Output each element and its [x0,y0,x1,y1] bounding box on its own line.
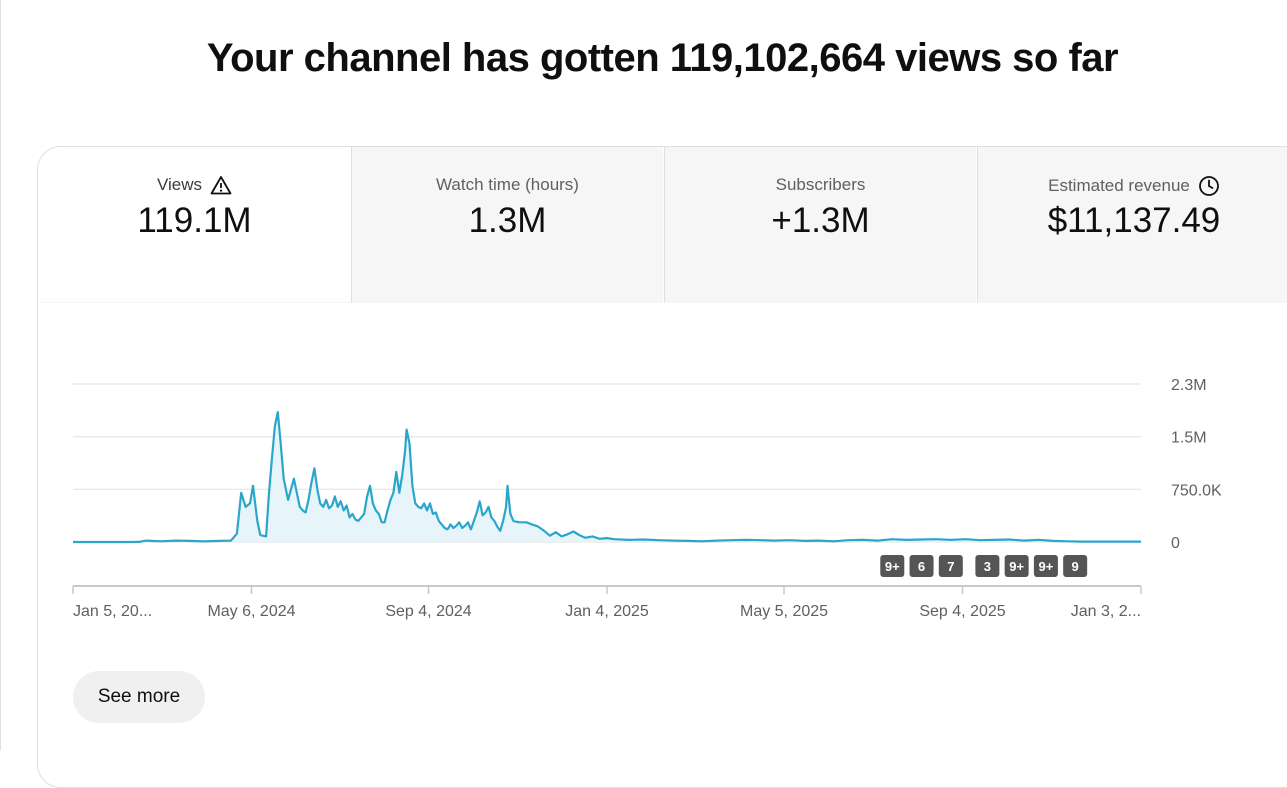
tab-views-value: 119.1M [137,201,252,240]
annotation-badge-label: 6 [918,559,925,574]
tab-watch-time[interactable]: Watch time (hours) 1.3M [351,147,663,303]
tab-watch-time-label: Watch time (hours) [436,175,579,194]
tab-subscribers-label: Subscribers [775,175,866,194]
annotation-badge-bg [1063,555,1088,577]
tab-estimated-revenue[interactable]: Estimated revenue $11,137.49 [977,147,1287,303]
annotation-badge[interactable]: 3 [975,555,1000,577]
views-area [73,412,1141,542]
x-tick-label: Jan 3, 2... [1071,603,1141,620]
annotation-badge-bg [909,555,934,577]
clock-icon[interactable] [1198,175,1220,197]
annotation-badge[interactable]: 9 [1063,555,1088,577]
y-tick-label: 2.3M [1171,377,1207,394]
tab-revenue-value: $11,137.49 [1047,201,1221,240]
x-tick-label: Jan 5, 20... [73,603,152,620]
annotation-badge[interactable]: 9+ [880,555,905,577]
page-left-edge [0,0,1,750]
views-chart: 2.3M 1.5M 750.0K 0 Jan 5, 20... May 6, 2024 Se… [72,377,1222,620]
see-more-button[interactable]: See more [73,671,205,723]
x-tick-label: Sep 4, 2024 [385,603,471,620]
annotation-badge[interactable]: 7 [938,555,963,577]
warning-icon[interactable] [210,175,232,195]
annotation-badge-bg [1004,555,1029,577]
metric-tabs: Views 119.1M Watch time (hours) 1.3M Sub… [38,147,1287,303]
page-title: Your channel has gotten 119,102,664 view… [206,36,1119,80]
tab-views[interactable]: Views 119.1M [38,147,351,303]
annotation-badge-label: 7 [947,559,954,574]
x-tick-label: Sep 4, 2025 [919,603,1005,620]
annotation-badge[interactable]: 9+ [1004,555,1029,577]
annotation-badge-label: 9+ [1038,559,1053,574]
annotation-badge[interactable]: 6 [909,555,934,577]
annotation-badge[interactable]: 9+ [1033,555,1058,577]
annotation-badge-label: 9+ [885,559,900,574]
tab-subscribers[interactable]: Subscribers +1.3M [664,147,976,303]
tab-subscribers-value: +1.3M [771,201,870,240]
tab-revenue-label: Estimated revenue [1048,176,1190,195]
annotation-badge-label: 9+ [1009,559,1024,574]
annotation-badge-bg [880,555,905,577]
tab-views-label: Views [156,175,203,194]
y-tick-label: 750.0K [1171,482,1222,499]
y-tick-label: 0 [1171,535,1180,552]
annotation-badge-bg [975,555,1000,577]
annotation-badge-bg [938,555,963,577]
tab-watch-time-value: 1.3M [468,201,547,240]
x-tick-label: May 6, 2024 [207,603,295,620]
x-tick-label: Jan 4, 2025 [565,603,649,620]
annotation-badge-label: 3 [984,559,991,574]
annotation-badge-bg [1033,555,1058,577]
annotation-badge-label: 9 [1072,559,1079,574]
y-tick-label: 1.5M [1171,430,1207,447]
views-line [73,411,1141,544]
x-tick-label: May 5, 2025 [740,603,828,620]
analytics-card: Views 119.1M Watch time (hours) 1.3M Sub… [37,146,1287,788]
